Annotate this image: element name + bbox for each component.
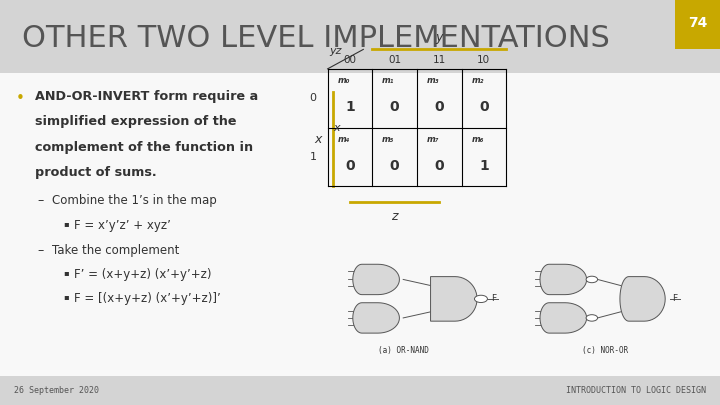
Text: •: •	[16, 91, 24, 106]
Text: (c) NOR-OR: (c) NOR-OR	[582, 346, 628, 355]
Text: INTRODUCTION TO LOGIC DESIGN: INTRODUCTION TO LOGIC DESIGN	[566, 386, 706, 395]
Text: 01: 01	[388, 55, 401, 65]
Text: AND-OR-INVERT form require a: AND-OR-INVERT form require a	[35, 90, 258, 103]
Text: 0: 0	[310, 93, 317, 103]
Text: product of sums.: product of sums.	[35, 166, 156, 179]
Text: ▪: ▪	[63, 292, 69, 301]
Text: 0: 0	[434, 159, 444, 173]
Text: 1: 1	[345, 100, 355, 114]
Text: m₂: m₂	[472, 76, 484, 85]
FancyBboxPatch shape	[0, 376, 720, 405]
Polygon shape	[353, 303, 400, 333]
Text: –: –	[37, 244, 44, 257]
Text: Combine the 1’s in the map: Combine the 1’s in the map	[52, 194, 217, 207]
Text: 0: 0	[390, 100, 400, 114]
Text: 00: 00	[343, 55, 356, 65]
Text: ▪: ▪	[63, 268, 69, 277]
Text: m₇: m₇	[427, 135, 439, 144]
Text: x: x	[333, 123, 341, 132]
Text: OTHER TWO LEVEL IMPLEMENTATIONS: OTHER TWO LEVEL IMPLEMENTATIONS	[22, 24, 609, 53]
Polygon shape	[431, 277, 477, 321]
Text: F = x’y’z’ + xyz’: F = x’y’z’ + xyz’	[74, 219, 171, 232]
Text: Take the complement: Take the complement	[52, 244, 179, 257]
Text: F = [(x+y+z) (x’+y’+z)]’: F = [(x+y+z) (x’+y’+z)]’	[74, 292, 221, 305]
Text: 0: 0	[434, 100, 444, 114]
FancyBboxPatch shape	[675, 0, 720, 49]
Text: 0: 0	[345, 159, 355, 173]
Circle shape	[586, 315, 598, 321]
Text: (a) OR-NAND: (a) OR-NAND	[378, 346, 428, 355]
Text: 1: 1	[310, 152, 317, 162]
Circle shape	[474, 295, 487, 303]
Text: complement of the function in: complement of the function in	[35, 141, 253, 154]
Text: z: z	[391, 210, 398, 223]
Polygon shape	[620, 277, 665, 321]
Text: yz: yz	[330, 46, 342, 56]
Text: 1: 1	[479, 159, 489, 173]
Polygon shape	[353, 264, 400, 295]
Text: F’ = (x+y+z) (x’+y’+z): F’ = (x+y+z) (x’+y’+z)	[74, 268, 212, 281]
Text: m₃: m₃	[427, 76, 439, 85]
Text: F: F	[491, 294, 496, 303]
Text: 0: 0	[479, 100, 489, 114]
Text: m₅: m₅	[382, 135, 395, 144]
Text: x: x	[315, 133, 322, 146]
Text: m₀: m₀	[338, 76, 350, 85]
Text: simplified expression of the: simplified expression of the	[35, 115, 236, 128]
FancyBboxPatch shape	[0, 73, 720, 376]
Text: 26 September 2020: 26 September 2020	[14, 386, 99, 395]
Text: F: F	[672, 294, 678, 303]
Text: m₄: m₄	[338, 135, 350, 144]
Circle shape	[586, 276, 598, 283]
Text: y: y	[436, 31, 443, 44]
Text: 11: 11	[433, 55, 446, 65]
Polygon shape	[540, 303, 587, 333]
Text: m₁: m₁	[382, 76, 395, 85]
FancyBboxPatch shape	[0, 0, 720, 73]
Text: 10: 10	[477, 55, 490, 65]
Text: ▪: ▪	[63, 219, 69, 228]
Text: 0: 0	[390, 159, 400, 173]
Text: –: –	[37, 194, 44, 207]
Polygon shape	[540, 264, 587, 295]
Text: m₆: m₆	[472, 135, 484, 144]
Text: 74: 74	[688, 16, 707, 30]
